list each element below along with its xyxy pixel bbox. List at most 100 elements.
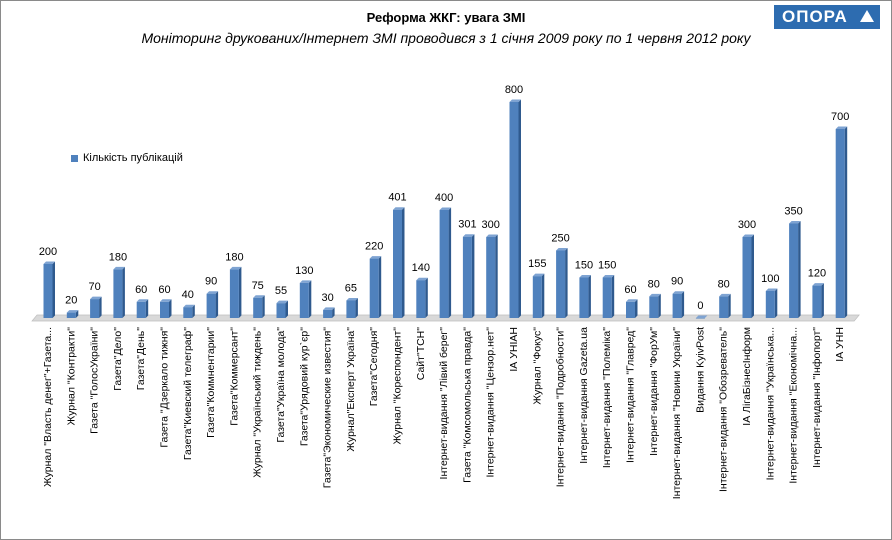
category-label: Інтернет-видання "Полеміка"	[601, 327, 613, 468]
data-label: 300	[482, 219, 500, 231]
data-label: 55	[275, 285, 287, 297]
data-label: 60	[158, 284, 170, 296]
bar-top	[835, 126, 848, 129]
bar-top	[90, 296, 102, 300]
bar-top	[439, 207, 452, 210]
bar	[346, 297, 358, 318]
data-label: 301	[458, 219, 476, 231]
data-label: 700	[831, 111, 849, 123]
bar-side	[169, 299, 172, 318]
category-label: Інтернет-видання "ФорУм"	[648, 327, 660, 456]
bar-front	[66, 312, 76, 318]
bar-side	[681, 291, 685, 318]
bar-side	[588, 275, 591, 318]
bar-side	[471, 234, 475, 318]
bar-front	[160, 301, 169, 318]
data-label: 60	[135, 284, 147, 296]
category-label: Газета "Дзеркало тижня"	[159, 327, 171, 448]
data-label: 150	[598, 260, 616, 272]
bar-top	[253, 295, 265, 298]
data-label: 130	[295, 265, 313, 277]
data-label: 250	[551, 233, 569, 245]
bar	[66, 310, 79, 318]
data-label: 40	[182, 289, 194, 301]
data-label: 200	[39, 246, 57, 258]
bar	[136, 299, 149, 318]
bar-front	[346, 300, 356, 318]
bar-side	[658, 293, 661, 318]
bar	[393, 207, 405, 318]
bar-front	[439, 210, 449, 318]
data-label: 155	[528, 258, 546, 270]
bar	[90, 296, 102, 318]
data-label: 401	[388, 192, 406, 204]
bar-side	[355, 297, 358, 318]
bar-side	[52, 261, 55, 318]
bar	[206, 291, 219, 318]
bar-top	[602, 275, 615, 278]
bar-top	[276, 300, 288, 304]
category-label: Інтернет-видання "Новини України"	[671, 327, 683, 500]
bar-side	[75, 310, 79, 318]
bar-front	[90, 299, 100, 318]
bar-top	[765, 288, 778, 291]
bar	[579, 275, 591, 318]
bar	[416, 277, 428, 318]
data-label: 140	[412, 262, 430, 274]
bar	[509, 99, 521, 318]
bar-side	[448, 207, 452, 318]
bar-side	[728, 293, 731, 318]
bar	[835, 126, 848, 318]
bar-top	[719, 293, 731, 297]
category-label: Газета"Урядовий кур`єр"	[298, 327, 310, 446]
bar-side	[192, 304, 195, 318]
category-label: Інтернет-видання "Інфопорт"	[811, 327, 823, 468]
bar-front	[323, 309, 333, 318]
bar-side	[495, 234, 498, 318]
data-label: 80	[648, 278, 660, 290]
bar-side	[332, 307, 335, 318]
data-label: 70	[88, 281, 100, 293]
category-label: Газета "ГолосУкраїни"	[89, 327, 101, 434]
bar-front	[672, 293, 682, 318]
data-label: 65	[345, 282, 357, 294]
bar-top	[416, 277, 428, 281]
bar	[765, 288, 778, 318]
bar-top	[486, 234, 498, 237]
bar-top	[626, 299, 638, 302]
bar-side	[122, 266, 125, 318]
bar	[462, 234, 475, 318]
category-label: Інтернет-видання Gazeta.ua	[578, 327, 590, 464]
bar-top	[742, 234, 754, 237]
bar-front	[393, 209, 402, 318]
bar-side	[308, 280, 312, 318]
bar	[789, 221, 801, 318]
bar-side	[635, 299, 638, 318]
category-label: Журнал "Власть денег"+Газета...	[42, 327, 54, 487]
bar	[626, 299, 638, 318]
category-label: Газета"Коммерсант"	[228, 327, 240, 426]
data-label: 20	[65, 295, 77, 307]
bar-front	[812, 285, 822, 318]
bar	[183, 304, 195, 318]
bar-front	[532, 276, 542, 318]
bar	[719, 293, 731, 318]
bar-front	[719, 296, 729, 318]
bar-side	[798, 221, 801, 318]
bar-top	[695, 315, 708, 318]
category-label: ІА УНН	[834, 327, 846, 362]
bar	[323, 307, 335, 318]
category-label: Видання KyivPost	[694, 327, 706, 413]
bar-side	[821, 283, 824, 318]
data-label: 75	[252, 280, 264, 292]
bar-side	[611, 275, 615, 318]
category-label: Газета"Україна молода"	[275, 327, 287, 443]
data-label: 30	[321, 292, 333, 304]
data-label: 100	[761, 273, 779, 285]
bar	[742, 234, 754, 318]
bar-side	[541, 273, 545, 318]
category-label: Журнал "Фокус"	[531, 327, 543, 405]
data-label: 180	[109, 251, 127, 263]
bar-top	[649, 293, 661, 297]
